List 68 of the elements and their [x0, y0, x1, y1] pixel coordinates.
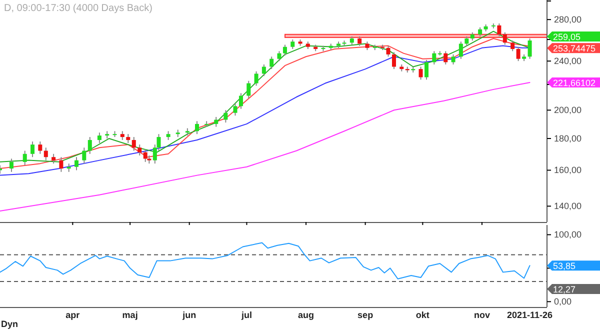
candlestick	[262, 64, 266, 77]
candlestick	[451, 54, 456, 65]
x-tick-label: jul	[240, 310, 252, 320]
x-tick-label: jun	[182, 310, 196, 320]
candlestick	[444, 50, 448, 65]
candlestick	[282, 44, 287, 56]
candlestick	[143, 148, 148, 162]
candlestick	[52, 153, 56, 164]
candlestick	[238, 92, 243, 110]
x-tick-label: aug	[298, 310, 314, 320]
annotation: 221,66102	[553, 78, 596, 88]
y-tick-label: 240,00	[554, 56, 582, 66]
candlestick	[132, 136, 136, 152]
x-tick-label: 2021-11-26	[507, 310, 553, 320]
text: Dyn	[1, 319, 18, 329]
candlestick	[502, 32, 507, 46]
candlestick	[497, 22, 502, 37]
candlestick	[418, 66, 423, 80]
candlestick	[97, 132, 102, 144]
line-series	[0, 82, 530, 212]
candlestick	[30, 141, 35, 158]
text: 12,27	[553, 284, 576, 294]
candlestick	[458, 41, 463, 60]
x-tick-label: apr	[66, 310, 80, 320]
annotation: 259,05	[553, 32, 581, 42]
y-tick-label: 280,00	[554, 14, 582, 24]
candlestick	[233, 103, 238, 116]
x-tick-label: maj	[122, 310, 138, 320]
candlestick	[516, 46, 520, 62]
candlestick	[74, 156, 79, 171]
y-tick-label: 160,00	[554, 165, 582, 176]
candlestick	[358, 36, 362, 46]
chart-title: D, 09:00-17:30 (4000 Days Back)	[4, 3, 152, 14]
candlestick	[270, 56, 274, 70]
candlestick	[432, 50, 436, 65]
x-tick-label: sep	[358, 310, 374, 320]
candlestick	[510, 40, 515, 52]
candlestick	[478, 26, 482, 37]
candlestick	[277, 50, 282, 62]
candlestick	[290, 39, 295, 50]
y-tick-label: 200,00	[554, 105, 582, 116]
candlestick	[386, 45, 390, 58]
candlestick	[528, 38, 532, 60]
candlestick	[9, 158, 14, 172]
candlestick	[464, 36, 469, 46]
x-tick-label: nov	[474, 310, 490, 320]
candlestick	[44, 147, 48, 161]
line-series	[0, 242, 530, 280]
annotation: 53,85	[553, 261, 576, 272]
candlestick	[224, 110, 228, 124]
candlestick	[82, 147, 86, 164]
candlestick	[194, 120, 199, 135]
y-tick-label: 0,00	[554, 296, 572, 307]
candlestick	[392, 52, 396, 70]
candlestick	[22, 150, 27, 166]
y-tick-label: 140,00	[554, 201, 582, 212]
x-tick-label: okt	[416, 310, 430, 320]
annotation: 253,74475	[553, 44, 596, 54]
candlestick	[246, 80, 251, 99]
candlestick	[59, 156, 64, 172]
candlestick	[214, 116, 218, 128]
candlestick	[138, 144, 142, 156]
y-tick-label: 100,00	[554, 230, 582, 240]
candlestick	[88, 136, 92, 154]
candlestick	[254, 70, 258, 86]
y-tick-label: 180,00	[554, 133, 582, 144]
candlestick	[424, 59, 429, 80]
candlestick	[38, 141, 42, 154]
